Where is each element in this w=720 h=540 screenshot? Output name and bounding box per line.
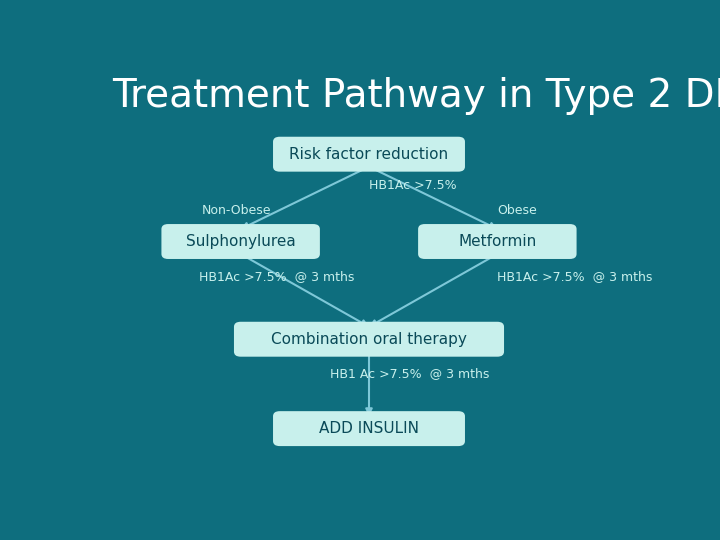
FancyBboxPatch shape [418, 224, 577, 259]
Text: HB1Ac >7.5%  @ 3 mths: HB1Ac >7.5% @ 3 mths [498, 271, 653, 284]
FancyBboxPatch shape [273, 411, 465, 446]
Text: ADD INSULIN: ADD INSULIN [319, 421, 419, 436]
FancyBboxPatch shape [161, 224, 320, 259]
Text: Combination oral therapy: Combination oral therapy [271, 332, 467, 347]
Text: Treatment Pathway in Type 2 DM: Treatment Pathway in Type 2 DM [112, 77, 720, 115]
Text: Obese: Obese [498, 204, 537, 217]
Text: Non-Obese: Non-Obese [202, 204, 271, 217]
Text: HB1Ac >7.5%  @ 3 mths: HB1Ac >7.5% @ 3 mths [199, 271, 354, 284]
Text: HB1Ac >7.5%: HB1Ac >7.5% [369, 179, 456, 192]
Text: HB1 Ac >7.5%  @ 3 mths: HB1 Ac >7.5% @ 3 mths [330, 367, 490, 380]
Text: Risk factor reduction: Risk factor reduction [289, 147, 449, 161]
FancyBboxPatch shape [273, 137, 465, 172]
FancyBboxPatch shape [234, 322, 504, 357]
Text: Sulphonylurea: Sulphonylurea [186, 234, 295, 249]
Text: Metformin: Metformin [458, 234, 536, 249]
